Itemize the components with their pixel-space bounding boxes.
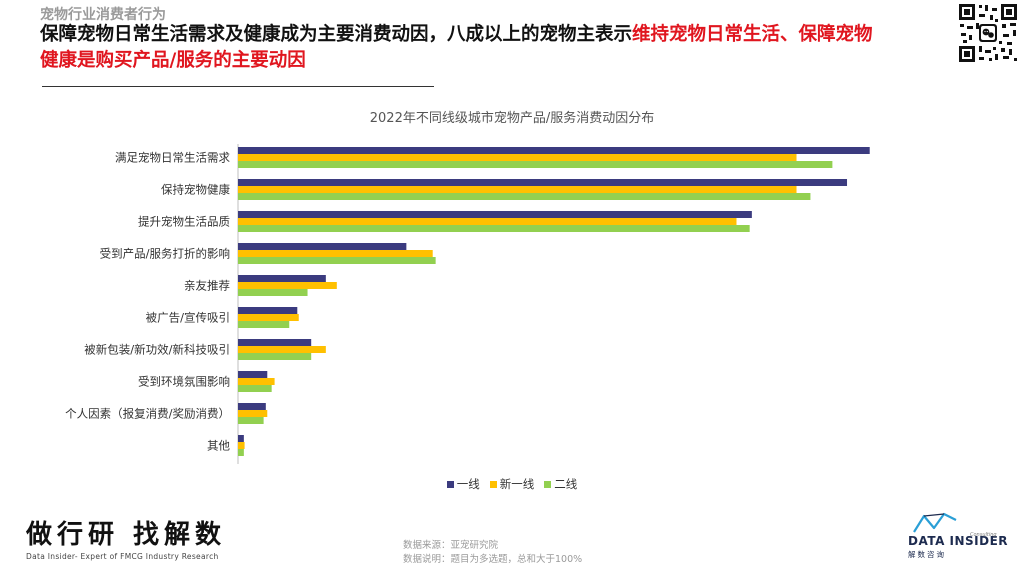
data-insider-logo: Consulting DATA INSIDER 解数咨询 bbox=[908, 510, 1012, 560]
category-label: 保持宠物健康 bbox=[161, 183, 230, 197]
category-label: 受到环境氛围影响 bbox=[138, 375, 230, 389]
bar-tier2 bbox=[238, 321, 290, 328]
legend-swatch-new-tier1 bbox=[489, 480, 497, 488]
bar-tier1 bbox=[238, 179, 848, 186]
legend-label-tier1: 一线 bbox=[456, 477, 480, 491]
bar-tier2 bbox=[238, 449, 244, 456]
legend-label-new-tier1: 新一线 bbox=[499, 477, 535, 491]
data-insider-mark-icon bbox=[913, 512, 957, 533]
headline-highlight: 维持宠物日常生活、保障宠物健康是购买产品/服务的主要动因 bbox=[40, 24, 873, 71]
category-label: 被广告/宣传吸引 bbox=[146, 311, 230, 325]
legend-item-tier1: 一线 bbox=[446, 476, 480, 492]
bar-new-tier1 bbox=[238, 314, 299, 321]
legend-swatch-tier1 bbox=[446, 480, 454, 488]
section-kicker: 宠物行业消费者行为 bbox=[40, 7, 166, 23]
data-note: 数据说明：题目为多选题，总和大于100% bbox=[403, 554, 583, 565]
bar-new-tier1 bbox=[238, 282, 337, 289]
chart-footnote: 数据来源：亚宠研究院 数据说明：题目为多选题，总和大于100% bbox=[403, 539, 582, 567]
bar-tier2 bbox=[238, 225, 750, 232]
bar-tier1 bbox=[238, 403, 266, 410]
bar-tier2 bbox=[238, 161, 833, 168]
bar-tier1 bbox=[238, 243, 407, 250]
bar-tier2 bbox=[238, 289, 308, 296]
bar-tier2 bbox=[238, 353, 312, 360]
bar-tier1 bbox=[238, 339, 312, 346]
bar-new-tier1 bbox=[238, 346, 326, 353]
chart-legend: 一线 新一线 二线 bbox=[0, 476, 1024, 492]
headline-divider bbox=[42, 86, 434, 87]
brand-tagline: Data Insider- Expert of FMCG Industry Re… bbox=[26, 552, 219, 561]
page-headline: 保障宠物日常生活需求及健康成为主要消费动因，八成以上的宠物主表示维持宠物日常生活… bbox=[40, 22, 890, 74]
category-label: 个人因素（报复消费/奖励消费） bbox=[65, 407, 230, 421]
headline-main: 保障宠物日常生活需求及健康成为主要消费动因，八成以上的宠物主表示 bbox=[40, 24, 633, 45]
category-label: 被新包装/新功效/新科技吸引 bbox=[84, 343, 230, 357]
chart-title: 2022年不同线级城市宠物产品/服务消费动因分布 bbox=[369, 111, 655, 126]
brand-slogan: 做行研 找解数 bbox=[26, 520, 227, 550]
legend-label-tier2: 二线 bbox=[554, 477, 578, 491]
legend-item-tier2: 二线 bbox=[544, 476, 577, 492]
qr-code-icon bbox=[957, 2, 1019, 64]
legend-item-new-tier1: 新一线 bbox=[489, 476, 535, 492]
category-label: 受到产品/服务打折的影响 bbox=[100, 247, 230, 261]
bar-new-tier1 bbox=[238, 410, 268, 417]
brand-slogan-block: 做行研 找解数 Data Insider- Expert of FMCG Ind… bbox=[26, 514, 226, 561]
bar-tier1 bbox=[238, 435, 244, 442]
category-label: 其他 bbox=[207, 439, 230, 453]
bar-tier2 bbox=[238, 417, 264, 424]
bar-tier1 bbox=[238, 147, 870, 154]
category-label: 亲友推荐 bbox=[184, 279, 230, 293]
bar-new-tier1 bbox=[238, 250, 433, 257]
bar-tier1 bbox=[238, 371, 268, 378]
bar-new-tier1 bbox=[238, 218, 737, 225]
bar-new-tier1 bbox=[238, 186, 797, 193]
bar-tier1 bbox=[238, 275, 326, 282]
data-source: 数据来源：亚宠研究院 bbox=[403, 540, 499, 551]
bar-tier2 bbox=[238, 385, 272, 392]
logo-consulting-tag: Consulting bbox=[970, 532, 997, 538]
category-label: 提升宠物生活品质 bbox=[138, 215, 230, 229]
bar-new-tier1 bbox=[238, 154, 797, 161]
bar-tier1 bbox=[238, 307, 298, 314]
bar-new-tier1 bbox=[238, 378, 275, 385]
bar-tier2 bbox=[238, 257, 436, 264]
bar-new-tier1 bbox=[238, 442, 245, 449]
bar-tier1 bbox=[238, 211, 752, 218]
category-label: 满足宠物日常生活需求 bbox=[115, 151, 230, 165]
legend-swatch-tier2 bbox=[544, 480, 552, 488]
logo-chinese-name: 解数咨询 bbox=[908, 550, 946, 559]
logo-wordmark: DATA INSIDER bbox=[908, 534, 1009, 548]
bar-tier2 bbox=[238, 193, 811, 200]
